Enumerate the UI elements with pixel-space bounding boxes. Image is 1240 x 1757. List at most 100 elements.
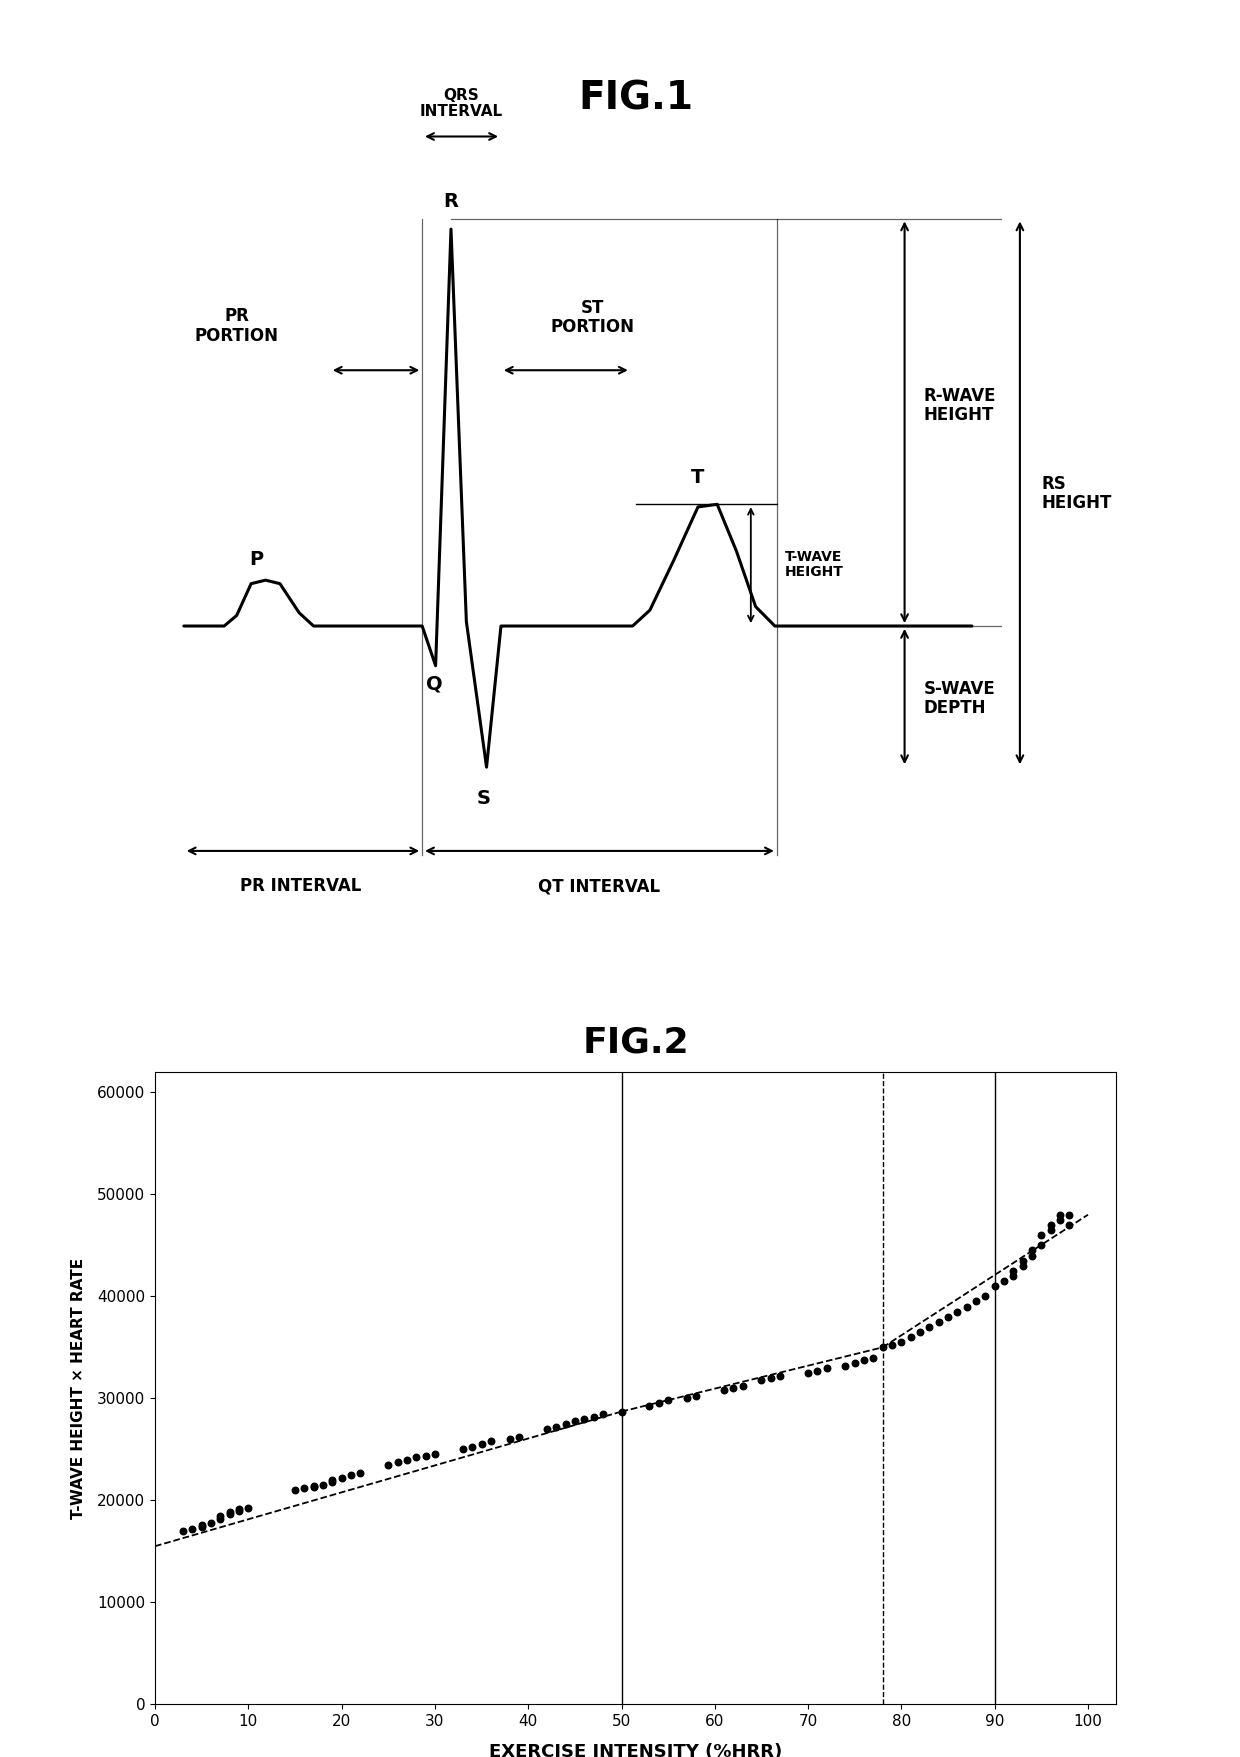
Point	[500, 1425, 520, 1453]
Point	[649, 1390, 668, 1418]
Point	[1050, 1200, 1070, 1228]
X-axis label: EXERCISE INTENSITY (%HRR): EXERCISE INTENSITY (%HRR)	[489, 1743, 782, 1757]
Point	[882, 1332, 901, 1360]
Point	[192, 1513, 212, 1541]
Text: T: T	[691, 467, 704, 487]
Point	[1050, 1205, 1070, 1233]
Text: QT INTERVAL: QT INTERVAL	[538, 877, 660, 896]
Point	[929, 1307, 949, 1335]
Point	[751, 1365, 771, 1393]
Point	[331, 1464, 351, 1492]
Text: R-WAVE
HEIGHT: R-WAVE HEIGHT	[924, 387, 996, 423]
Point	[733, 1372, 753, 1400]
Point	[947, 1298, 967, 1327]
Text: Q: Q	[427, 675, 443, 694]
Point	[388, 1448, 408, 1476]
Point	[976, 1283, 996, 1311]
Point	[677, 1385, 697, 1413]
Text: ST
PORTION: ST PORTION	[551, 299, 634, 336]
Point	[1040, 1216, 1060, 1244]
Point	[920, 1312, 940, 1341]
Point	[378, 1451, 398, 1479]
Title: FIG.2: FIG.2	[583, 1026, 688, 1059]
Point	[312, 1471, 332, 1499]
Point	[229, 1497, 249, 1525]
Point	[407, 1444, 427, 1472]
Point	[1003, 1256, 1023, 1284]
Point	[957, 1293, 977, 1321]
Y-axis label: T-WAVE HEIGHT × HEART RATE: T-WAVE HEIGHT × HEART RATE	[71, 1258, 86, 1518]
Point	[966, 1288, 986, 1316]
Point	[900, 1323, 920, 1351]
Point	[844, 1349, 864, 1377]
Point	[211, 1502, 231, 1530]
Point	[508, 1423, 528, 1451]
Point	[799, 1358, 818, 1386]
Point	[807, 1356, 827, 1385]
Point	[985, 1272, 1004, 1300]
Point	[565, 1407, 585, 1435]
Point	[658, 1386, 678, 1414]
Point	[1032, 1221, 1052, 1249]
Point	[481, 1427, 501, 1455]
Point	[304, 1472, 324, 1500]
Point	[854, 1346, 874, 1374]
Point	[192, 1511, 212, 1539]
Point	[939, 1302, 959, 1330]
Text: S: S	[476, 789, 491, 808]
Text: FIG.1: FIG.1	[578, 79, 693, 118]
Point	[285, 1476, 305, 1504]
Point	[322, 1465, 342, 1493]
Point	[201, 1509, 221, 1537]
Point	[892, 1328, 911, 1356]
Point	[463, 1434, 482, 1462]
Text: QRS
INTERVAL: QRS INTERVAL	[420, 88, 503, 119]
Point	[994, 1267, 1014, 1295]
Point	[873, 1334, 893, 1362]
Text: PR INTERVAL: PR INTERVAL	[241, 877, 362, 896]
Point	[351, 1458, 371, 1486]
Point	[761, 1363, 781, 1392]
Point	[219, 1499, 239, 1527]
Point	[817, 1353, 837, 1381]
Point	[686, 1383, 706, 1411]
Point	[304, 1472, 324, 1500]
Text: PR
PORTION: PR PORTION	[195, 307, 279, 344]
Point	[453, 1435, 472, 1464]
Text: P: P	[249, 550, 263, 569]
Point	[471, 1430, 491, 1458]
Point	[397, 1446, 417, 1474]
Point	[574, 1404, 594, 1432]
Point	[238, 1495, 258, 1523]
Text: RS
HEIGHT: RS HEIGHT	[1042, 474, 1111, 513]
Point	[182, 1515, 202, 1543]
Point	[1013, 1251, 1033, 1279]
Point	[714, 1376, 734, 1404]
Point	[229, 1495, 249, 1523]
Point	[593, 1400, 613, 1428]
Point	[219, 1497, 239, 1525]
Point	[1032, 1232, 1052, 1260]
Point	[724, 1374, 744, 1402]
Text: R: R	[444, 193, 459, 211]
Point	[1040, 1211, 1060, 1239]
Point	[1013, 1246, 1033, 1274]
Text: S-WAVE
DEPTH: S-WAVE DEPTH	[924, 680, 996, 717]
Point	[1022, 1237, 1042, 1265]
Point	[611, 1397, 631, 1425]
Point	[294, 1474, 314, 1502]
Point	[425, 1441, 445, 1469]
Point	[415, 1442, 435, 1471]
Point	[1059, 1211, 1079, 1239]
Text: T-WAVE
HEIGHT: T-WAVE HEIGHT	[785, 550, 843, 578]
Point	[910, 1318, 930, 1346]
Point	[547, 1413, 567, 1441]
Point	[640, 1392, 660, 1420]
Point	[174, 1516, 193, 1544]
Point	[863, 1344, 883, 1372]
Point	[211, 1504, 231, 1532]
Point	[1022, 1242, 1042, 1270]
Point	[556, 1409, 575, 1437]
Point	[584, 1402, 604, 1430]
Point	[836, 1351, 856, 1379]
